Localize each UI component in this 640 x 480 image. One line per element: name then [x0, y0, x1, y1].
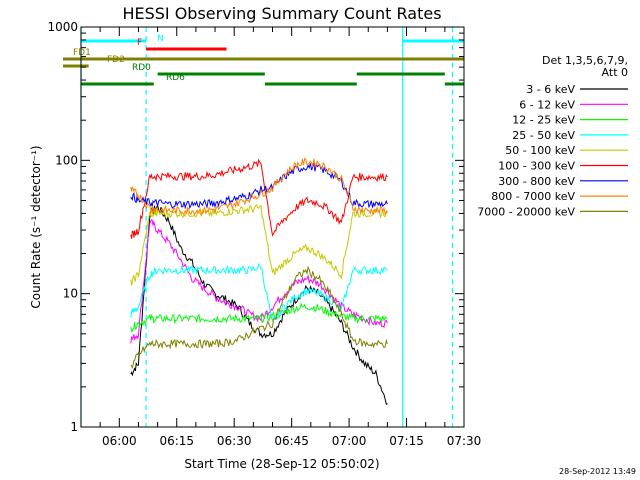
footer-timestamp: 28-Sep-2012 13:49 — [559, 467, 636, 476]
x-axis-label: Start Time (28-Sep-12 05:50:02) — [184, 457, 379, 471]
x-tick-label-3: 06:45 — [274, 434, 309, 448]
status-bar-rd6: RD6 — [81, 73, 464, 86]
legend-title-line-1: Att 0 — [602, 66, 628, 79]
legend: Det 1,3,5,6,7,9,Att 0 3 - 6 keV 6 - 12 keV… — [477, 54, 628, 218]
x-tick-label-6: 07:30 — [447, 434, 482, 448]
y-tick-label-0: 1 — [70, 420, 78, 434]
x-tick-label-5: 07:15 — [389, 434, 424, 448]
y-axis: 1 10 100 1000 — [47, 20, 464, 434]
status-bar-f: F — [137, 38, 227, 51]
legend-entry-4: 50 - 100 keV — [505, 144, 628, 157]
status-bar-label-rd6: RD6 — [166, 73, 185, 83]
legend-entry-1: 6 - 12 keV — [519, 98, 628, 111]
legend-label-3: 25 - 50 keV — [512, 129, 575, 142]
legend-label-6: 300 - 800 keV — [498, 175, 575, 188]
chart-title: HESSI Observing Summary Count Rates — [122, 4, 441, 23]
status-bar-label-fd2: FD2 — [107, 55, 125, 65]
legend-entry-2: 12 - 25 keV — [512, 114, 628, 127]
status-bar-label-f: F — [137, 38, 142, 48]
legend-label-4: 50 - 100 keV — [505, 144, 575, 157]
x-tick-label-4: 07:00 — [332, 434, 367, 448]
series-line-3 — [130, 263, 388, 322]
legend-entry-6: 300 - 800 keV — [498, 175, 628, 188]
status-bar-n: N — [81, 34, 464, 44]
legend-entry-5: 100 - 300 keV — [498, 160, 628, 173]
status-bar-fd2: FD2 — [63, 55, 125, 68]
legend-entry-8: 7000 - 20000 keV — [477, 205, 628, 218]
legend-entry-7: 800 - 7000 keV — [491, 190, 628, 203]
legend-label-8: 7000 - 20000 keV — [477, 205, 575, 218]
status-bar-label-rd0: RD0 — [132, 63, 151, 73]
series-line-7 — [130, 157, 388, 216]
y-tick-label-2: 100 — [55, 153, 78, 167]
status-bar-label-n: N — [157, 34, 164, 44]
series-line-2 — [130, 302, 388, 333]
y-axis-label: Count Rate (s⁻¹ detector⁻¹) — [29, 145, 43, 308]
x-tick-label-2: 06:30 — [217, 434, 252, 448]
x-axis: 06:00 06:15 06:30 06:45 07:00 07:15 07:30 — [80, 27, 482, 448]
legend-label-1: 6 - 12 keV — [519, 98, 575, 111]
y-tick-label-1: 10 — [63, 287, 78, 301]
series-line-5 — [130, 158, 388, 239]
series-layer — [130, 157, 388, 406]
series-line-8 — [130, 265, 388, 370]
legend-label-0: 3 - 6 keV — [526, 83, 575, 96]
status-bar-rd0: RD0 — [132, 63, 445, 76]
x-tick-label-1: 06:15 — [159, 434, 194, 448]
legend-entry-0: 3 - 6 keV — [526, 83, 628, 96]
vertical-marker-layer — [80, 27, 454, 427]
legend-entry-3: 25 - 50 keV — [512, 129, 628, 142]
legend-title-line-0: Det 1,3,5,6,7,9, — [542, 54, 628, 67]
status-bar-layer: N F FD1 FD2 RD0 RD6 — [63, 34, 464, 86]
status-bar-label-fd1: FD1 — [73, 48, 91, 58]
x-tick-label-0: 06:00 — [102, 434, 137, 448]
legend-label-2: 12 - 25 keV — [512, 114, 575, 127]
status-bar-fd1: FD1 — [63, 48, 464, 61]
y-tick-label-3: 1000 — [47, 20, 78, 34]
plot-frame — [80, 26, 465, 428]
legend-label-5: 100 - 300 keV — [498, 160, 575, 173]
series-line-4 — [130, 203, 388, 286]
legend-label-7: 800 - 7000 keV — [491, 190, 575, 203]
series-line-6 — [130, 161, 388, 210]
